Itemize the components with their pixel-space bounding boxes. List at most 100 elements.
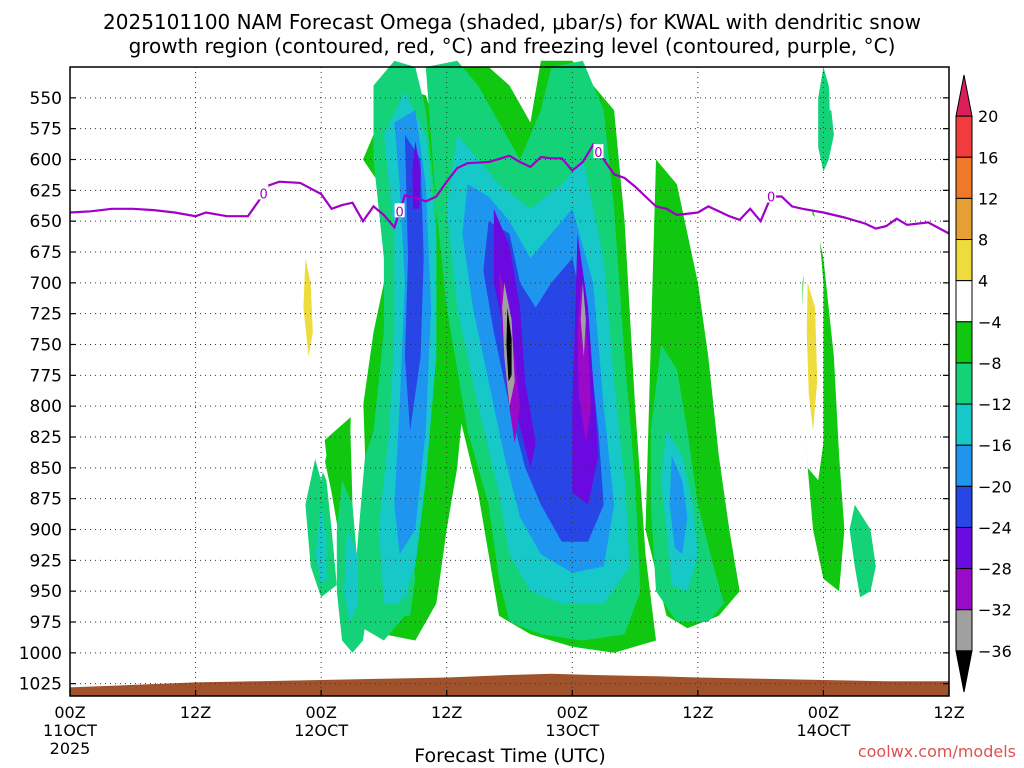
chart-title-line2: growth region (contoured, red, °C) and f… bbox=[129, 34, 896, 58]
colorbar-swatch bbox=[955, 485, 973, 528]
x-tick-label: 12Z bbox=[933, 703, 964, 722]
y-tick-label: 625 bbox=[30, 181, 62, 201]
colorbar-swatch bbox=[955, 156, 973, 199]
colorbar-swatch bbox=[955, 115, 973, 158]
omega-region-y6 bbox=[903, 295, 910, 339]
freezing-level-label: 0 bbox=[594, 146, 602, 161]
omega-region-y3 bbox=[350, 356, 366, 555]
colorbar-swatch bbox=[955, 568, 973, 611]
colorbar-swatch bbox=[955, 444, 973, 487]
x-tick-label: 00Z bbox=[808, 703, 839, 722]
terrain-surface bbox=[70, 673, 949, 696]
omega-region-u1 bbox=[412, 141, 421, 209]
colorbar-tick-label: −28 bbox=[978, 560, 1012, 579]
omega-shading bbox=[295, 60, 949, 653]
y-tick-label: 825 bbox=[30, 428, 62, 448]
colorbar-bottom-arrow bbox=[955, 650, 973, 693]
omega-region-u2 bbox=[493, 208, 536, 468]
x-tick-date: 14OCT bbox=[796, 721, 850, 740]
colorbar-tick-label: −8 bbox=[978, 354, 1002, 373]
colorbar-tick-label: 8 bbox=[978, 231, 988, 250]
y-tick-label: 700 bbox=[30, 274, 62, 294]
colorbar-swatch bbox=[955, 321, 973, 364]
x-tick-date: 12OCT bbox=[294, 721, 348, 740]
colorbar-tick-label: −24 bbox=[978, 518, 1012, 537]
y-tick-label: 875 bbox=[30, 490, 62, 510]
omega-region-gr2 bbox=[580, 282, 586, 357]
y-tick-label: 750 bbox=[30, 336, 62, 356]
colorbar-swatch bbox=[955, 609, 973, 652]
x-tick-label: 12Z bbox=[180, 703, 211, 722]
freezing-label-bg bbox=[258, 185, 269, 200]
omega-region-g7 bbox=[849, 504, 876, 598]
terrain-layer bbox=[70, 673, 949, 696]
y-tick-label: 600 bbox=[30, 151, 62, 171]
omega-region-g8 bbox=[818, 67, 834, 172]
credit-text: coolwx.com/models bbox=[858, 742, 1016, 761]
x-tick-label: 12Z bbox=[431, 703, 462, 722]
plot-frame bbox=[69, 66, 950, 697]
chart-title-line1: 2025101100 NAM Forecast Omega (shaded, μ… bbox=[103, 10, 921, 34]
omega-region-y7 bbox=[940, 576, 949, 594]
colorbar-tick-label: −12 bbox=[978, 395, 1012, 414]
freezing-level-layer: 0 0 0 0 bbox=[69, 142, 950, 235]
colorbar-tick-label: −20 bbox=[978, 477, 1012, 496]
colorbar-tick-label: 12 bbox=[978, 189, 998, 208]
y-tick-label: 775 bbox=[30, 366, 62, 386]
x-tick-year: 2025 bbox=[50, 739, 91, 758]
y-tick-label: 550 bbox=[30, 89, 62, 109]
colorbar-top-arrow bbox=[955, 74, 973, 117]
freezing-label-bg bbox=[593, 144, 604, 159]
freezing-level-label: 0 bbox=[259, 187, 267, 202]
freezing-label-bg bbox=[394, 203, 405, 218]
y-tick-label: 650 bbox=[30, 212, 62, 232]
freezing-level-label: 0 bbox=[767, 191, 775, 206]
omega-region-y5 bbox=[828, 67, 840, 111]
colorbar-tick-label: 16 bbox=[978, 148, 998, 167]
y-tick-label: 850 bbox=[30, 459, 62, 479]
colorbar-swatch bbox=[955, 280, 973, 323]
x-tick-date: 13OCT bbox=[545, 721, 599, 740]
colorbar-swatch bbox=[955, 362, 973, 405]
freezing-level-label: 0 bbox=[395, 205, 403, 220]
colorbar-tick-label: −16 bbox=[978, 436, 1012, 455]
y-tick-label: 950 bbox=[30, 582, 62, 602]
omega-region-b3 bbox=[669, 455, 688, 555]
omega-region-t4 bbox=[315, 504, 327, 585]
x-tick-label: 00Z bbox=[557, 703, 588, 722]
x-tick-label: 12Z bbox=[682, 703, 713, 722]
y-tick-label: 1025 bbox=[19, 675, 62, 695]
y-tick-label: 925 bbox=[30, 551, 62, 571]
colorbar-swatch bbox=[955, 526, 973, 570]
y-tick-label: 1000 bbox=[19, 644, 62, 664]
y-axis: 550 575 600 625 650 675 700 725 750 775 800 825 850 8… bbox=[19, 89, 949, 695]
omega-region-t5 bbox=[344, 529, 358, 622]
y-tick-label: 900 bbox=[30, 521, 62, 541]
x-tick-label: 00Z bbox=[305, 703, 336, 722]
y-tick-label: 575 bbox=[30, 120, 62, 140]
colorbar-tick-label: −36 bbox=[978, 642, 1012, 661]
freezing-label-bg bbox=[766, 188, 777, 203]
omega-region-k1 bbox=[506, 307, 512, 382]
colorbar-tick-label: 20 bbox=[978, 107, 998, 126]
y-tick-label: 725 bbox=[30, 305, 62, 325]
colorbar-tick-label: −4 bbox=[978, 313, 1002, 332]
omega-region-t6 bbox=[399, 541, 411, 598]
omega-region-y2 bbox=[324, 208, 345, 419]
y-tick-label: 675 bbox=[30, 243, 62, 263]
x-axis-label: Forecast Time (UTC) bbox=[414, 745, 605, 767]
colorbar-tick-label: 4 bbox=[978, 272, 988, 291]
omega-region-o2 bbox=[806, 282, 818, 431]
x-tick-label: 00Z bbox=[54, 703, 85, 722]
colorbar: 20 16 12 8 4 −4 −8 −12 −16 −20 −24 −28 −32 −36 bbox=[955, 74, 1012, 693]
colorbar-swatch bbox=[955, 403, 973, 446]
colorbar-tick-label: −32 bbox=[978, 601, 1012, 620]
x-tick-date: 11OCT bbox=[43, 721, 97, 740]
colorbar-swatch bbox=[955, 197, 973, 241]
colorbar-swatch bbox=[955, 239, 973, 282]
y-tick-label: 975 bbox=[30, 613, 62, 633]
omega-region-p2 bbox=[577, 282, 592, 444]
